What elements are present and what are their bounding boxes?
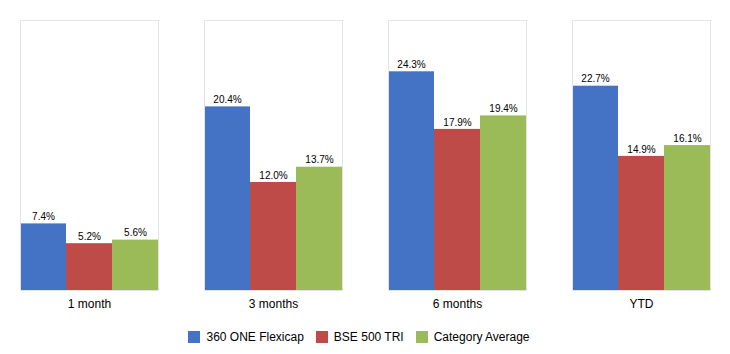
svg-text:YTD: YTD xyxy=(630,297,654,311)
svg-text:20.4%: 20.4% xyxy=(213,94,241,105)
svg-text:16.1%: 16.1% xyxy=(673,133,701,144)
svg-text:17.9%: 17.9% xyxy=(443,117,471,128)
svg-text:22.7%: 22.7% xyxy=(581,73,609,84)
svg-text:3 months: 3 months xyxy=(249,297,298,311)
html-text:BSE 500 TRI: BSE 500 TRI xyxy=(333,329,404,344)
svg-text:5.2%: 5.2% xyxy=(78,231,101,242)
svg-text:6 months: 6 months xyxy=(433,297,482,311)
svg-text:24.3%: 24.3% xyxy=(397,59,425,70)
svg-text:12.0%: 12.0% xyxy=(259,170,287,181)
html-text:Category Average: Category Average xyxy=(433,329,530,344)
svg-text:1 month: 1 month xyxy=(68,297,111,311)
svg-text:14.9%: 14.9% xyxy=(627,144,655,155)
html-text:360 ONE Flexicap: 360 ONE Flexicap xyxy=(206,329,304,344)
svg-text:13.7%: 13.7% xyxy=(305,154,333,165)
svg-text:19.4%: 19.4% xyxy=(489,103,517,114)
svg-text:5.6%: 5.6% xyxy=(124,227,147,238)
svg-text:7.4%: 7.4% xyxy=(32,211,55,222)
